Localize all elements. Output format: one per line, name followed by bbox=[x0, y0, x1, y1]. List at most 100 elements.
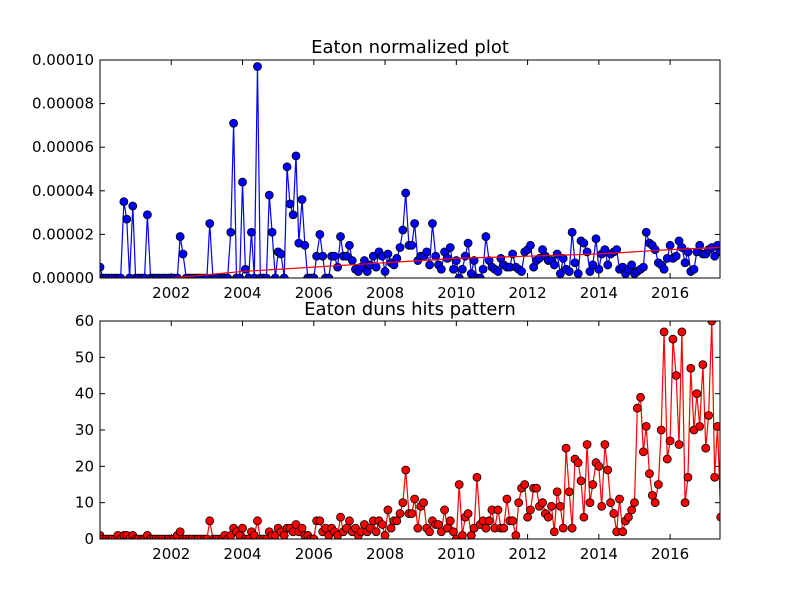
data-point bbox=[561, 443, 571, 453]
data-point bbox=[520, 480, 530, 489]
data-point bbox=[407, 240, 417, 250]
data-point bbox=[576, 476, 586, 486]
data-point bbox=[716, 512, 720, 522]
data-point bbox=[285, 199, 295, 209]
data-point bbox=[229, 118, 239, 128]
y-tick-label: 60 bbox=[75, 312, 94, 330]
data-point bbox=[609, 509, 619, 518]
data-point bbox=[671, 251, 681, 261]
data-point bbox=[395, 509, 405, 518]
x-tick-label: 2014 bbox=[580, 284, 618, 302]
data-point bbox=[656, 425, 666, 435]
data-point bbox=[336, 512, 345, 522]
y-tick-label: 0.00004 bbox=[32, 182, 94, 200]
data-point bbox=[253, 516, 262, 526]
y-tick-label: 0.00010 bbox=[32, 51, 94, 69]
data-point bbox=[142, 210, 152, 220]
data-point bbox=[615, 494, 624, 504]
data-point bbox=[683, 472, 693, 482]
plot-frame bbox=[99, 320, 721, 540]
data-point bbox=[532, 483, 541, 493]
data-point bbox=[508, 516, 518, 526]
data-point bbox=[276, 249, 286, 259]
y-tick-label: 0.00008 bbox=[32, 95, 94, 113]
data-point bbox=[704, 411, 713, 420]
data-point bbox=[205, 516, 215, 526]
data-point bbox=[398, 498, 408, 508]
data-point bbox=[238, 177, 247, 187]
series-group bbox=[100, 321, 720, 539]
data-point bbox=[128, 201, 138, 211]
data-point bbox=[665, 240, 675, 250]
data-point bbox=[680, 498, 690, 508]
data-point bbox=[178, 249, 188, 259]
data-point bbox=[466, 530, 476, 539]
data-point bbox=[594, 264, 604, 274]
x-tick-label: 2002 bbox=[152, 545, 190, 563]
data-point bbox=[119, 197, 129, 207]
data-point bbox=[558, 523, 568, 533]
data-point bbox=[549, 527, 559, 537]
data-point bbox=[641, 421, 651, 431]
data-point bbox=[175, 527, 185, 537]
data-point bbox=[226, 227, 236, 237]
data-point bbox=[288, 210, 298, 220]
data-point bbox=[253, 62, 262, 71]
data-point bbox=[526, 240, 535, 250]
x-tick-label: 2004 bbox=[223, 545, 261, 563]
data-point bbox=[674, 440, 684, 449]
data-point bbox=[401, 465, 411, 475]
data-point bbox=[567, 227, 577, 237]
data-point bbox=[247, 227, 256, 237]
data-point bbox=[238, 523, 247, 533]
data-point bbox=[638, 262, 648, 272]
data-point bbox=[603, 465, 613, 475]
x-axis-ticks: 2002 2004 2006 2008 2010 2012 2014 2016 bbox=[152, 60, 689, 302]
y-tick-label: 20 bbox=[75, 457, 94, 475]
data-point bbox=[410, 494, 420, 504]
data-point bbox=[564, 267, 574, 276]
data-point bbox=[264, 190, 274, 200]
data-point bbox=[223, 273, 232, 278]
data-point bbox=[538, 498, 547, 508]
data-point bbox=[315, 229, 325, 239]
data-point bbox=[650, 498, 660, 508]
data-point bbox=[297, 523, 307, 533]
data-point bbox=[668, 334, 678, 344]
data-point bbox=[659, 327, 669, 337]
data-point bbox=[683, 247, 693, 257]
data-point bbox=[517, 267, 526, 276]
data-point bbox=[419, 498, 428, 508]
x-tick-label: 2016 bbox=[651, 284, 689, 302]
data-point bbox=[116, 273, 126, 278]
data-point bbox=[445, 516, 455, 526]
data-point bbox=[547, 501, 556, 511]
data-point bbox=[463, 509, 473, 518]
data-point bbox=[463, 238, 473, 248]
x-tick-label: 2006 bbox=[295, 284, 333, 302]
data-point bbox=[333, 262, 343, 272]
data-point bbox=[235, 273, 245, 278]
data-point bbox=[449, 527, 458, 537]
data-point bbox=[493, 505, 503, 515]
data-point bbox=[511, 530, 521, 539]
duns-hits-chart: Eaton duns hits pattern 0 10 20 30 40 50 60 20… bbox=[75, 299, 721, 563]
data-point bbox=[475, 273, 485, 278]
data-point bbox=[588, 480, 598, 489]
data-point bbox=[594, 461, 604, 471]
data-point bbox=[549, 260, 559, 270]
x-tick-label: 2012 bbox=[508, 545, 546, 563]
data-point bbox=[436, 264, 446, 274]
data-point bbox=[671, 371, 681, 380]
data-point bbox=[564, 487, 574, 497]
data-point bbox=[386, 523, 396, 533]
data-point bbox=[624, 512, 633, 522]
data-point bbox=[543, 512, 553, 522]
data-point bbox=[324, 273, 334, 278]
x-tick-label: 2006 bbox=[295, 545, 333, 563]
data-point bbox=[440, 505, 449, 515]
data-point bbox=[555, 501, 565, 511]
data-point bbox=[413, 523, 423, 533]
data-point bbox=[371, 527, 381, 537]
plot-frame bbox=[99, 59, 721, 279]
